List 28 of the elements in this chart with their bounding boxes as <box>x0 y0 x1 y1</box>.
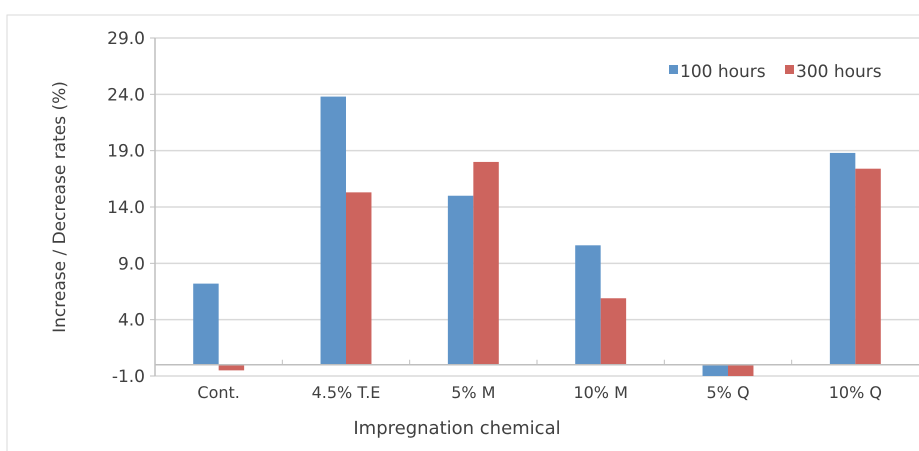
x-tick-label: 10% Q <box>828 383 882 402</box>
y-tick-label: 29.0 <box>107 28 145 49</box>
y-axis-title: Increase / Decrease rates (%) <box>50 81 70 333</box>
bar <box>193 284 219 365</box>
bar <box>728 364 754 376</box>
y-tick-label: 19.0 <box>107 142 145 162</box>
x-tick-label: 5% Q <box>706 383 750 402</box>
bar <box>320 96 346 365</box>
x-tick-label: Cont. <box>197 383 240 402</box>
legend-label: 100 hours <box>680 62 766 82</box>
bar <box>855 168 881 365</box>
x-tick-label: 5% M <box>451 383 496 402</box>
bar <box>702 364 728 376</box>
bar <box>600 298 626 365</box>
y-tick-label: 4.0 <box>118 310 145 331</box>
legend-label: 300 hours <box>796 62 882 82</box>
y-tick-label: 14.0 <box>107 198 145 218</box>
bar <box>473 162 499 365</box>
y-tick-label: -1.0 <box>112 366 145 387</box>
x-axis-title: Impregnation chemical <box>353 418 561 439</box>
x-tick-label: 10% M <box>573 383 628 402</box>
y-tick-label: 24.0 <box>107 85 145 106</box>
bar <box>575 245 601 365</box>
y-tick-label: 9.0 <box>118 254 145 274</box>
bar <box>448 196 474 365</box>
x-tick-label: 4.5% T.E <box>312 383 380 402</box>
bar <box>346 192 372 365</box>
bar <box>830 152 856 365</box>
